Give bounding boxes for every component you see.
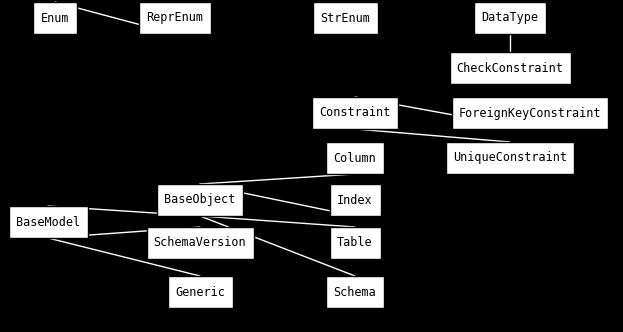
FancyBboxPatch shape (312, 97, 398, 129)
Text: StrEnum: StrEnum (320, 12, 370, 25)
FancyBboxPatch shape (330, 227, 381, 259)
Text: ForeignKeyConstraint: ForeignKeyConstraint (459, 107, 601, 120)
Text: Schema: Schema (334, 286, 376, 298)
Text: Column: Column (334, 151, 376, 164)
FancyBboxPatch shape (452, 97, 608, 129)
Text: Enum: Enum (40, 12, 69, 25)
FancyBboxPatch shape (168, 276, 232, 308)
FancyBboxPatch shape (157, 184, 243, 216)
FancyBboxPatch shape (326, 276, 384, 308)
Text: BaseModel: BaseModel (16, 215, 80, 228)
Text: DataType: DataType (482, 12, 538, 25)
FancyBboxPatch shape (474, 2, 546, 34)
FancyBboxPatch shape (9, 206, 87, 238)
Text: SchemaVersion: SchemaVersion (154, 236, 246, 250)
FancyBboxPatch shape (326, 142, 384, 174)
FancyBboxPatch shape (313, 2, 378, 34)
Text: BaseObject: BaseObject (164, 194, 235, 207)
Text: Generic: Generic (175, 286, 225, 298)
FancyBboxPatch shape (139, 2, 211, 34)
Text: Constraint: Constraint (320, 107, 391, 120)
FancyBboxPatch shape (146, 227, 254, 259)
Text: CheckConstraint: CheckConstraint (457, 61, 563, 74)
FancyBboxPatch shape (330, 184, 381, 216)
Text: Table: Table (337, 236, 373, 250)
FancyBboxPatch shape (33, 2, 77, 34)
FancyBboxPatch shape (450, 52, 571, 84)
FancyBboxPatch shape (446, 142, 574, 174)
Text: UniqueConstraint: UniqueConstraint (453, 151, 567, 164)
Text: ReprEnum: ReprEnum (146, 12, 204, 25)
Text: Index: Index (337, 194, 373, 207)
